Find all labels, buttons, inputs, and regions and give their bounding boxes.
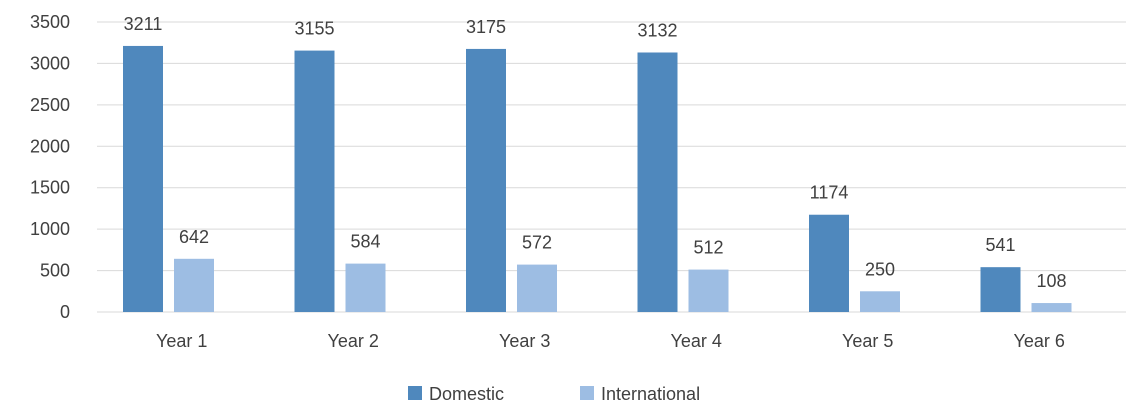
bar-international [1031,303,1072,312]
data-label: 3175 [466,17,506,37]
data-label: 1174 [810,183,849,203]
x-tick-label: Year 5 [842,331,893,351]
x-axis-tick-labels: Year 1 Year 2 Year 3 Year 4 Year 5 Year 6 [156,331,1065,351]
y-tick-label: 3500 [30,12,70,32]
bar-domestic [466,48,506,313]
legend-label: Domestic [429,384,504,404]
bar-international [860,291,900,312]
data-label: 512 [693,238,723,258]
bar-international [517,264,557,312]
x-tick-label: Year 1 [156,331,207,351]
y-tick-label: 2500 [30,95,70,115]
data-labels: 3211 642 3155 584 3175 572 3132 512 1174 250 541 10… [124,14,1067,291]
bar-domestic [123,45,163,313]
data-label: 3132 [637,20,677,40]
y-tick-label: 2000 [30,136,70,156]
gridlines [97,21,1126,313]
legend: Domestic International [408,384,700,404]
bar-domestic [980,267,1021,312]
bar-international [345,263,386,312]
x-tick-label: Year 6 [1014,331,1065,351]
x-tick-label: Year 4 [671,331,722,351]
data-label: 3155 [294,19,334,39]
bar-domestic [294,50,335,312]
y-tick-label: 1500 [30,178,70,198]
bar-international [174,258,214,312]
bar-domestic [637,52,678,313]
x-tick-label: Year 3 [499,331,550,351]
legend-label: International [601,384,700,404]
data-label: 572 [522,233,552,253]
data-label: 250 [865,259,895,279]
bars [123,45,1072,313]
y-tick-label: 1000 [30,219,70,239]
y-axis-tick-labels: 0 500 1000 1500 2000 2500 3000 3500 [30,12,70,322]
data-label: 584 [350,232,380,252]
bar-international [688,269,729,312]
data-label: 541 [985,235,1015,255]
legend-swatch [580,386,594,400]
data-label: 642 [179,227,209,247]
y-tick-label: 0 [60,302,70,322]
data-label: 108 [1036,271,1066,291]
data-label: 3211 [124,14,163,34]
legend-swatch [408,386,422,400]
x-tick-label: Year 2 [328,331,379,351]
y-tick-label: 3000 [30,53,70,73]
y-tick-label: 500 [40,261,70,281]
bar-domestic [809,214,849,312]
